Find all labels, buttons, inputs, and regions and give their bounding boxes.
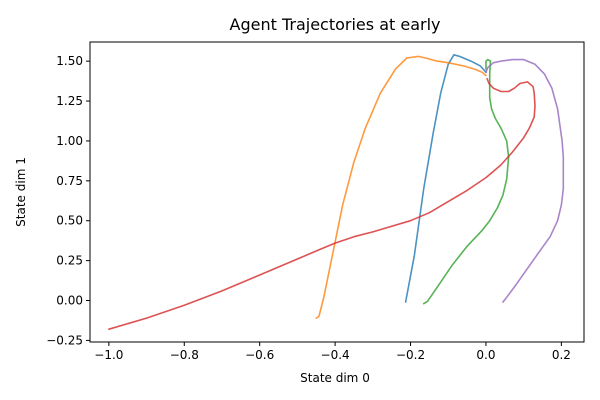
y-tick-label: 1.50	[56, 54, 83, 68]
x-axis-label: State dim 0	[300, 371, 370, 385]
x-tick-label: −0.6	[245, 348, 274, 362]
x-tick-label: 0.2	[552, 348, 571, 362]
plot-frame	[89, 41, 585, 343]
x-tick-label: −0.8	[170, 348, 199, 362]
x-tick-label: −0.4	[321, 348, 350, 362]
y-tick-label: 1.25	[56, 94, 83, 108]
y-tick-label: 0.75	[56, 174, 83, 188]
trajectory-line-1	[404, 54, 487, 303]
y-axis-ticks: −0.25 0.00 0.25 0.50 0.75 1.00 1.25 1.50	[46, 54, 90, 347]
x-tick-label: −1.0	[94, 348, 123, 362]
x-tick-label: −0.2	[396, 348, 425, 362]
x-tick-label: 0.0	[476, 348, 495, 362]
y-tick-label: 0.50	[56, 214, 83, 228]
trajectory-line-5	[485, 58, 565, 303]
trajectory-line-4	[108, 77, 536, 330]
y-axis-label: State dim 1	[14, 157, 28, 227]
y-tick-label: 0.00	[56, 294, 83, 308]
y-tick-label: −0.25	[46, 333, 83, 347]
y-tick-label: 0.25	[56, 254, 83, 268]
chart-title: Agent Trajectories at early	[230, 15, 441, 34]
x-axis-ticks: −1.0 −0.8 −0.6 −0.4 −0.2 0.0 0.2	[94, 342, 571, 362]
y-tick-label: 1.00	[56, 134, 83, 148]
plot-lines	[108, 54, 565, 330]
trajectory-line-2	[315, 55, 487, 319]
trajectory-line-3	[422, 58, 510, 305]
